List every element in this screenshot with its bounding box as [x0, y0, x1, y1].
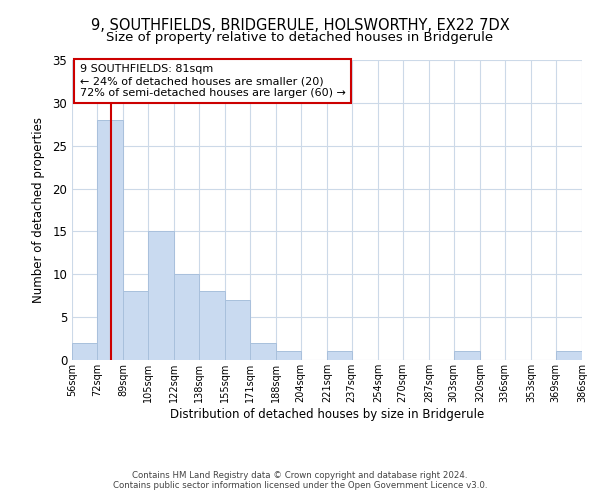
Bar	[250, 343, 276, 360]
Bar	[225, 300, 250, 360]
Bar	[72, 343, 97, 360]
Bar	[276, 352, 301, 360]
Y-axis label: Number of detached properties: Number of detached properties	[32, 117, 46, 303]
Text: Contains HM Land Registry data © Crown copyright and database right 2024.
Contai: Contains HM Land Registry data © Crown c…	[113, 470, 487, 490]
Text: 9, SOUTHFIELDS, BRIDGERULE, HOLSWORTHY, EX22 7DX: 9, SOUTHFIELDS, BRIDGERULE, HOLSWORTHY, …	[91, 18, 509, 32]
Text: 9 SOUTHFIELDS: 81sqm
← 24% of detached houses are smaller (20)
72% of semi-detac: 9 SOUTHFIELDS: 81sqm ← 24% of detached h…	[80, 64, 346, 98]
Bar	[556, 352, 582, 360]
Text: Size of property relative to detached houses in Bridgerule: Size of property relative to detached ho…	[106, 31, 494, 44]
Bar	[97, 120, 123, 360]
Bar	[148, 232, 174, 360]
Bar	[123, 292, 148, 360]
Bar	[327, 352, 352, 360]
Bar	[199, 292, 225, 360]
X-axis label: Distribution of detached houses by size in Bridgerule: Distribution of detached houses by size …	[170, 408, 484, 420]
Bar	[454, 352, 480, 360]
Bar	[174, 274, 199, 360]
